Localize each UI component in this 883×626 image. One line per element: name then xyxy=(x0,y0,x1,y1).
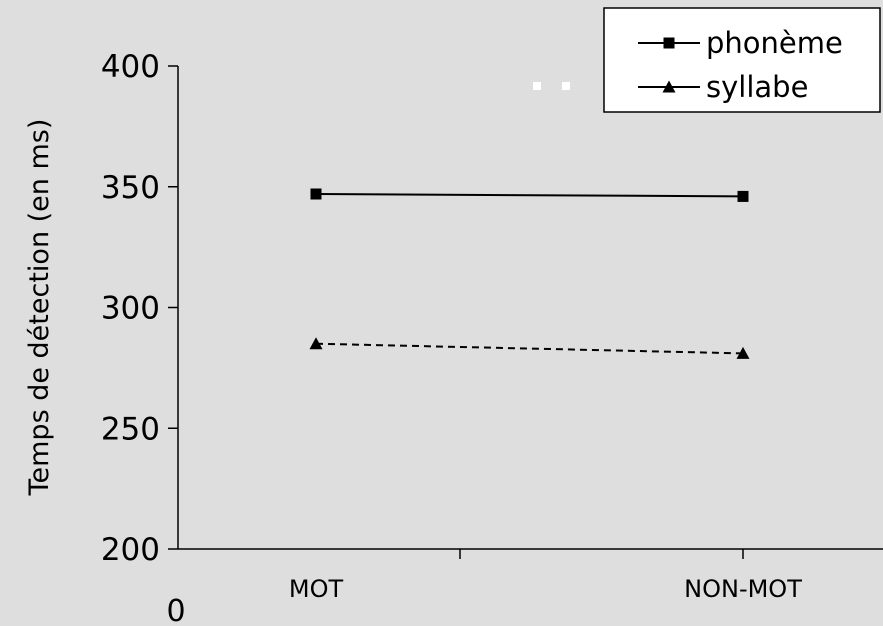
data-point xyxy=(737,190,749,202)
y-axis-title: Temps de détection (en ms) xyxy=(24,119,55,497)
y-tick-label: 250 xyxy=(101,411,160,447)
legend-marker xyxy=(662,80,676,93)
legend-label: phonème xyxy=(706,26,843,60)
x-ticks: MOT NON-MOT xyxy=(289,549,802,603)
x-tick-label: NON-MOT xyxy=(684,575,802,603)
y-tick-label: 300 xyxy=(101,291,160,327)
decorative-dots xyxy=(533,82,570,90)
data-point xyxy=(736,346,750,359)
legend-label: syllabe xyxy=(706,70,808,104)
series-syllabe xyxy=(309,337,750,359)
y-tick-label: 200 xyxy=(101,532,160,568)
decorative-dot xyxy=(533,82,541,90)
series-layer xyxy=(309,188,750,359)
x-tick-label: MOT xyxy=(289,575,344,603)
legend-box xyxy=(603,7,881,113)
y-ticks: 200 250 300 350 400 xyxy=(101,49,178,568)
data-point xyxy=(310,188,322,200)
legend: phonème syllabe xyxy=(603,7,881,113)
legend-marker xyxy=(663,37,675,49)
legend-entry: syllabe xyxy=(638,70,808,104)
series-phoneme xyxy=(310,188,749,202)
data-point xyxy=(309,337,323,350)
y-tick-label: 400 xyxy=(101,49,160,85)
series-line xyxy=(315,192,744,198)
decorative-dot xyxy=(562,82,570,90)
x-origin-label: 0 xyxy=(166,594,185,626)
y-tick-label: 350 xyxy=(101,170,160,206)
legend-entry: phonème xyxy=(638,26,843,60)
